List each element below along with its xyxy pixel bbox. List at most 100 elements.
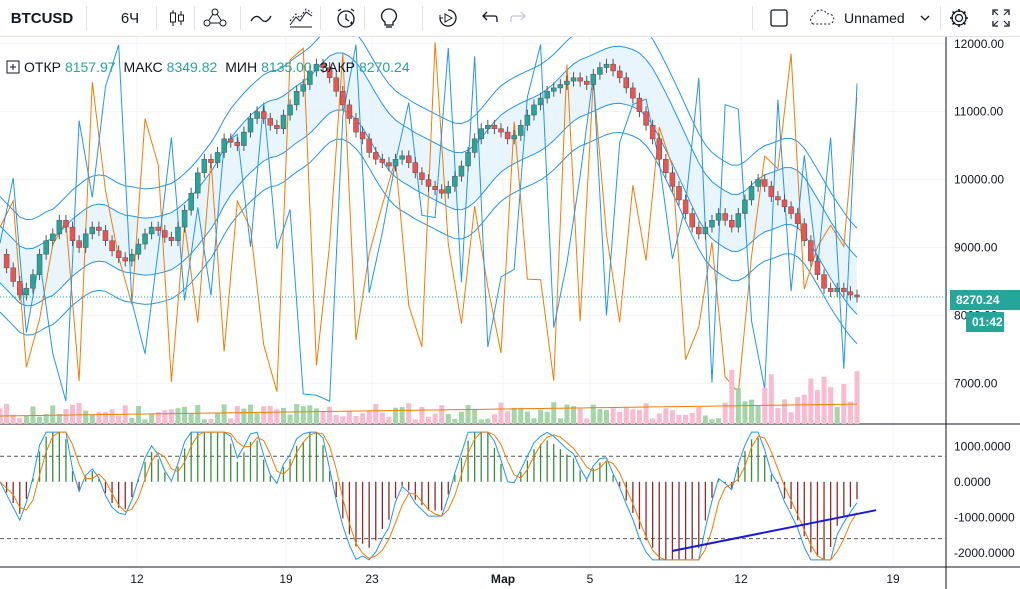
candle-body (768, 186, 775, 197)
fib-tool-icon (289, 8, 313, 28)
candle-body (3, 254, 10, 269)
candle-body (630, 87, 636, 99)
candle-body (742, 199, 748, 214)
volume-bar (83, 410, 89, 424)
redo-icon (510, 11, 526, 22)
chart-area[interactable]: 12000.0011000.0010000.009000.008000.0070… (0, 37, 1020, 589)
fib-tool-button[interactable] (284, 0, 318, 36)
current-price-badge: 8270.24 (950, 290, 1020, 310)
toolbar-separator (752, 6, 753, 30)
time-tick-label: 19 (279, 572, 293, 586)
volume-bar (557, 418, 563, 424)
volume-bar (478, 419, 484, 424)
toolbar-separator (156, 6, 157, 30)
volume-bar (129, 417, 135, 424)
countdown-badge: 01:42 (966, 312, 1004, 332)
candle-body (452, 175, 458, 187)
line-tool-icon (250, 15, 272, 23)
candle-body (518, 125, 524, 136)
indicators-button[interactable] (198, 0, 232, 36)
candle-body (412, 162, 419, 174)
candle-body (148, 226, 155, 235)
candle-body (142, 233, 148, 245)
candle-body (557, 84, 564, 89)
volume-bar (254, 413, 260, 424)
band-line (0, 45, 858, 258)
time-tick-label: 12 (734, 572, 748, 586)
square-icon (770, 9, 788, 27)
volume-bar (623, 407, 629, 424)
volume-bar (577, 408, 583, 424)
candle-body (76, 240, 82, 248)
candle-body (656, 138, 662, 160)
volume-bar (195, 404, 201, 424)
replay-button[interactable] (432, 0, 464, 36)
volume-bar (439, 405, 445, 424)
interval-button[interactable]: 6Ч (112, 0, 148, 36)
symbol-search-button[interactable]: BTCUSD (8, 0, 76, 36)
volume-bar (17, 418, 23, 424)
candle-body (781, 199, 788, 207)
line-tool-button[interactable] (246, 0, 276, 36)
volume-bar (689, 412, 695, 424)
candle-body (570, 77, 577, 82)
candle-body (155, 226, 161, 231)
volume-bar (821, 376, 827, 424)
alert-button[interactable] (330, 0, 362, 36)
volume-bar (261, 406, 267, 424)
layout-menu-button[interactable]: Unnamed (806, 0, 940, 36)
volume-bar (234, 405, 240, 424)
volume-bar (518, 407, 524, 424)
osc-tick-label: -1000.0000 (954, 510, 1015, 524)
chart-type-button[interactable] (162, 0, 192, 36)
volume-bar (155, 412, 161, 424)
candle-body (392, 158, 399, 167)
undo-button[interactable] (474, 0, 504, 36)
volume-bar (571, 406, 577, 424)
fullscreen-button[interactable] (986, 0, 1016, 36)
square-button[interactable] (764, 0, 794, 36)
idea-button[interactable] (374, 0, 404, 36)
volume-bar (742, 401, 748, 424)
price-tick-label: 11000.00 (954, 105, 1003, 119)
volume-bar (683, 414, 689, 424)
candle-body (17, 281, 23, 296)
candle-body (274, 125, 280, 129)
candle-body (69, 226, 76, 241)
fullscreen-icon (992, 9, 1010, 27)
redo-button[interactable] (504, 0, 534, 36)
candle-body (115, 250, 122, 258)
volume-bar (320, 411, 326, 424)
candle-body (821, 274, 827, 289)
candle-body (663, 158, 669, 174)
volume-bar (43, 414, 49, 424)
time-tick-label: 5 (587, 572, 594, 586)
volume-bar (76, 402, 82, 424)
candle-body (287, 104, 293, 116)
candle-body (610, 63, 616, 72)
candle-body (366, 138, 372, 153)
candle-body (531, 104, 537, 116)
candle-body (801, 223, 808, 241)
volume-bar (768, 374, 774, 424)
volume-bar (102, 411, 108, 424)
volume-bar (795, 397, 801, 424)
candle-body (353, 118, 359, 133)
low-label: МИН (225, 59, 258, 75)
candle-body (247, 118, 254, 133)
candle-body (689, 213, 695, 228)
volume-bar (241, 408, 247, 424)
volume-bar (426, 416, 431, 424)
volume-bar (280, 407, 286, 424)
candle-body (96, 226, 102, 231)
volume-bar (669, 410, 675, 424)
candle-body (63, 220, 69, 228)
volume-bar (491, 414, 497, 424)
volume-bar (162, 410, 168, 424)
volume-bar (228, 418, 234, 424)
settings-button[interactable] (944, 0, 974, 36)
collapse-legend-icon[interactable] (6, 60, 20, 74)
candle-body (491, 125, 498, 129)
osc-tick-label: 1000.0000 (954, 439, 1011, 453)
candle-body (379, 158, 386, 163)
